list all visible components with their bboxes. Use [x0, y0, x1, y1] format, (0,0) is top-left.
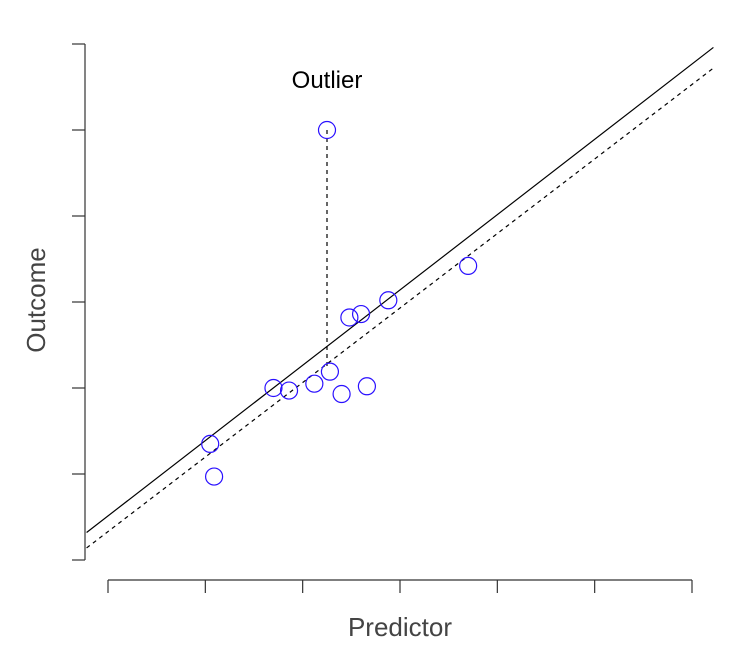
data-point — [357, 377, 377, 396]
data-point — [201, 434, 220, 453]
fit-line-with-outlier — [86, 46, 714, 533]
data-point — [204, 467, 224, 486]
x-axis-title: Predictor — [348, 612, 452, 642]
y-axis-title: Outcome — [21, 247, 51, 353]
x-axis — [107, 579, 693, 593]
outlier-annotation: Outlier — [292, 67, 363, 94]
data-point — [264, 378, 283, 398]
data-point — [317, 120, 337, 140]
data-point — [340, 308, 359, 327]
data-point — [305, 374, 324, 393]
data-point — [459, 256, 478, 275]
fit-line-without-outlier — [86, 67, 714, 549]
data-points — [201, 120, 478, 486]
data-point — [332, 384, 351, 404]
data-point — [320, 362, 340, 381]
data-point — [279, 381, 299, 400]
y-axis — [72, 43, 86, 561]
data-point — [351, 304, 371, 324]
data-point — [379, 291, 398, 310]
plot-lines — [86, 46, 714, 549]
